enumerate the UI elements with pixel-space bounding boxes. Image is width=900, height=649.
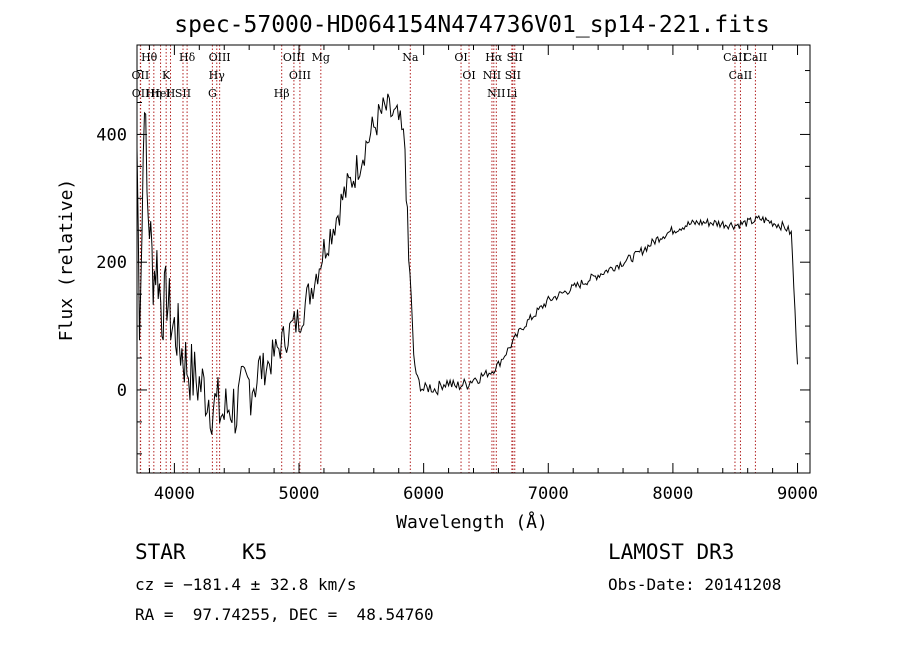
spectral-line-label: SII [507, 51, 523, 64]
spectral-line-label: OIII [209, 51, 231, 64]
x-tick-label: 7000 [528, 484, 569, 504]
spectral-line-label: CaII [723, 51, 747, 64]
coordinates: RA = 97.74255, DEC = 48.54760 [135, 605, 434, 624]
spectral-line-label: HeI [150, 87, 170, 100]
spectral-lines [139, 45, 756, 473]
spectral-line-label: CaII [729, 69, 753, 82]
y-axis-label: Flux (relative) [56, 179, 77, 342]
y-axis-ticks: 0 200 400 [96, 70, 810, 455]
cz-value: cz = −181.4 ± 32.8 km/s [135, 575, 357, 594]
spectral-line-label: Hγ [209, 69, 226, 82]
y-tick-label: 400 [96, 125, 127, 145]
x-tick-label: 8000 [652, 484, 693, 504]
x-tick-label: 4000 [154, 484, 195, 504]
object-class: STAR [135, 540, 186, 564]
x-tick-label: 9000 [777, 484, 818, 504]
spectral-line-label: K [162, 69, 171, 82]
x-axis-ticks: 4000 5000 6000 7000 8000 9000 [148, 45, 818, 504]
spectral-line-label: Hβ [274, 87, 290, 100]
survey-name: LAMOST DR3 [608, 540, 735, 564]
spectral-line-label: G [208, 87, 217, 100]
flux-series-line [136, 93, 798, 435]
chart-title: spec-57000-HD064154N474736V01_sp14-221.f… [174, 12, 769, 38]
spectral-line-label: Li [506, 87, 517, 100]
x-tick-label: 5000 [279, 484, 320, 504]
spectral-line-label: OIII [283, 51, 305, 64]
spectral-line-label: SII [175, 87, 191, 100]
spectral-line-label: NII [487, 87, 505, 100]
spectral-line-label: OIII [289, 69, 311, 82]
y-tick-label: 0 [117, 381, 127, 401]
spectral-line-label: H [166, 87, 176, 100]
spectral-line-label: Hα [485, 51, 503, 64]
spectral-line-label: OI [462, 69, 475, 82]
x-axis-label: Wavelength (Å) [396, 511, 548, 533]
spectral-line-label: Na [402, 51, 419, 64]
x-tick-label: 6000 [403, 484, 444, 504]
spectral-line-label: Mg [312, 51, 330, 64]
spectral-line-label: Hθ [141, 51, 158, 64]
spectral-line-label: Hη [146, 87, 162, 100]
object-subclass: K5 [242, 540, 268, 564]
spectral-line-label: CaII [744, 51, 768, 64]
spectral-line-label: Hδ [179, 51, 196, 64]
spectral-line-label: OII [132, 69, 150, 82]
y-tick-label: 200 [96, 253, 127, 273]
spectral-line-label: OI [454, 51, 467, 64]
plot-frame [136, 44, 811, 474]
spectral-line-label: OII [132, 87, 150, 100]
spectral-line-label: NII [483, 69, 501, 82]
spectral-line-label: SII [505, 69, 521, 82]
obs-date: Obs-Date: 20141208 [608, 575, 782, 594]
